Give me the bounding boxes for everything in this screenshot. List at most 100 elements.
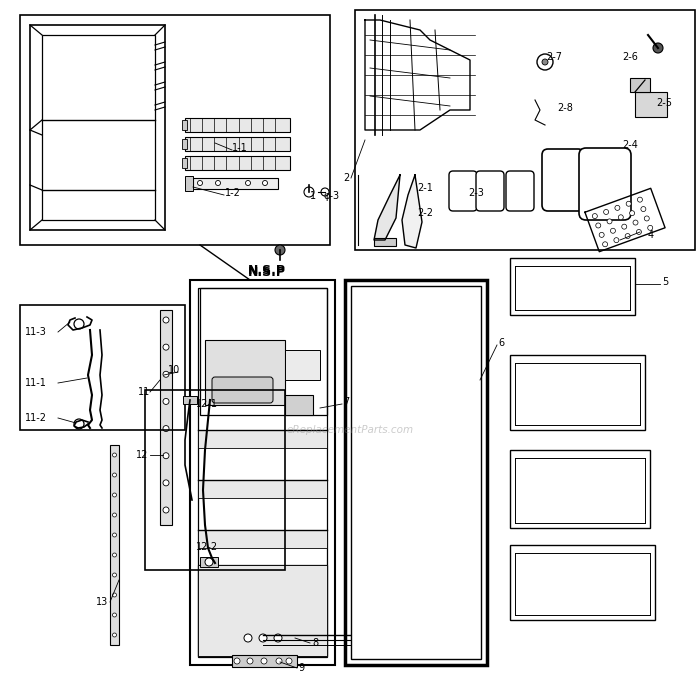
Bar bbox=[198, 480, 327, 498]
Text: 11-2: 11-2 bbox=[25, 413, 47, 423]
Circle shape bbox=[275, 245, 285, 255]
Circle shape bbox=[113, 613, 116, 617]
Text: 1-2: 1-2 bbox=[225, 188, 241, 198]
Bar bbox=[635, 92, 667, 117]
Bar bbox=[185, 156, 290, 170]
Bar bbox=[185, 118, 290, 132]
Text: 5: 5 bbox=[662, 277, 668, 287]
Circle shape bbox=[321, 188, 329, 196]
Circle shape bbox=[262, 181, 267, 186]
Text: 10: 10 bbox=[168, 365, 181, 375]
Text: 2-4: 2-4 bbox=[622, 140, 638, 150]
Circle shape bbox=[626, 202, 631, 206]
Text: 1-1: 1-1 bbox=[232, 143, 248, 153]
Circle shape bbox=[163, 398, 169, 405]
Text: 12: 12 bbox=[136, 450, 148, 460]
Circle shape bbox=[113, 533, 116, 537]
Bar bbox=[198, 530, 327, 548]
Bar bbox=[510, 450, 650, 528]
Circle shape bbox=[603, 241, 608, 247]
Bar bbox=[30, 25, 165, 230]
Bar bbox=[145, 390, 285, 570]
Bar bbox=[42, 35, 155, 220]
Circle shape bbox=[74, 419, 84, 429]
Bar bbox=[510, 545, 655, 620]
Circle shape bbox=[625, 234, 630, 239]
Bar bbox=[193, 178, 278, 189]
Circle shape bbox=[246, 181, 251, 186]
Circle shape bbox=[113, 593, 116, 597]
Circle shape bbox=[304, 187, 314, 197]
Circle shape bbox=[261, 658, 267, 664]
Circle shape bbox=[622, 224, 626, 229]
Bar bbox=[510, 258, 635, 315]
Text: 12-1: 12-1 bbox=[196, 399, 218, 409]
Bar bbox=[190, 280, 335, 665]
Bar bbox=[232, 655, 297, 667]
Text: 11: 11 bbox=[138, 387, 150, 397]
Bar bbox=[374, 238, 396, 246]
Text: eReplacementParts.com: eReplacementParts.com bbox=[286, 425, 414, 435]
Circle shape bbox=[205, 558, 213, 566]
Bar bbox=[285, 395, 313, 415]
Bar bbox=[20, 15, 330, 245]
Bar bbox=[345, 280, 487, 665]
Text: 2-2: 2-2 bbox=[417, 208, 433, 218]
Circle shape bbox=[653, 43, 663, 53]
Text: 6: 6 bbox=[498, 338, 504, 348]
Circle shape bbox=[197, 181, 202, 186]
Bar bbox=[198, 565, 327, 656]
Bar bbox=[110, 445, 119, 645]
Circle shape bbox=[603, 209, 608, 214]
Circle shape bbox=[641, 206, 646, 211]
Circle shape bbox=[74, 319, 84, 329]
Bar bbox=[200, 557, 218, 567]
Bar bbox=[182, 120, 187, 130]
Text: 12-2: 12-2 bbox=[196, 542, 218, 552]
Circle shape bbox=[648, 225, 652, 230]
Circle shape bbox=[618, 215, 623, 220]
FancyBboxPatch shape bbox=[449, 171, 477, 211]
FancyBboxPatch shape bbox=[542, 149, 584, 211]
Circle shape bbox=[542, 59, 548, 65]
Text: 8: 8 bbox=[312, 638, 318, 648]
Text: 4: 4 bbox=[648, 230, 654, 240]
Circle shape bbox=[607, 219, 612, 224]
FancyBboxPatch shape bbox=[212, 377, 273, 403]
Circle shape bbox=[596, 223, 601, 228]
Circle shape bbox=[163, 344, 169, 350]
Text: 11-3: 11-3 bbox=[25, 327, 47, 337]
Circle shape bbox=[113, 553, 116, 557]
Bar bbox=[351, 286, 481, 659]
Text: N.S.P: N.S.P bbox=[248, 265, 286, 279]
Circle shape bbox=[629, 211, 635, 216]
FancyBboxPatch shape bbox=[476, 171, 504, 211]
Bar bbox=[205, 340, 285, 405]
Text: 2-6: 2-6 bbox=[622, 52, 638, 62]
Text: 9: 9 bbox=[298, 663, 304, 673]
Circle shape bbox=[638, 197, 643, 202]
Circle shape bbox=[274, 634, 282, 642]
Circle shape bbox=[636, 230, 641, 235]
Bar bbox=[185, 176, 193, 191]
Bar bbox=[355, 10, 695, 250]
Circle shape bbox=[163, 507, 169, 513]
Circle shape bbox=[113, 493, 116, 497]
Bar bbox=[285, 350, 320, 380]
Polygon shape bbox=[402, 175, 422, 248]
Bar bbox=[200, 288, 327, 415]
Circle shape bbox=[113, 453, 116, 457]
Circle shape bbox=[614, 238, 619, 243]
Bar bbox=[160, 310, 172, 525]
FancyBboxPatch shape bbox=[506, 171, 534, 211]
Text: 2: 2 bbox=[344, 173, 350, 183]
Circle shape bbox=[163, 426, 169, 432]
Circle shape bbox=[633, 220, 638, 225]
Circle shape bbox=[163, 453, 169, 459]
Circle shape bbox=[113, 473, 116, 477]
Bar bbox=[510, 355, 645, 430]
Text: 2-7: 2-7 bbox=[546, 52, 562, 62]
Text: 1: 1 bbox=[310, 191, 316, 201]
Polygon shape bbox=[374, 175, 400, 240]
Circle shape bbox=[537, 54, 553, 70]
